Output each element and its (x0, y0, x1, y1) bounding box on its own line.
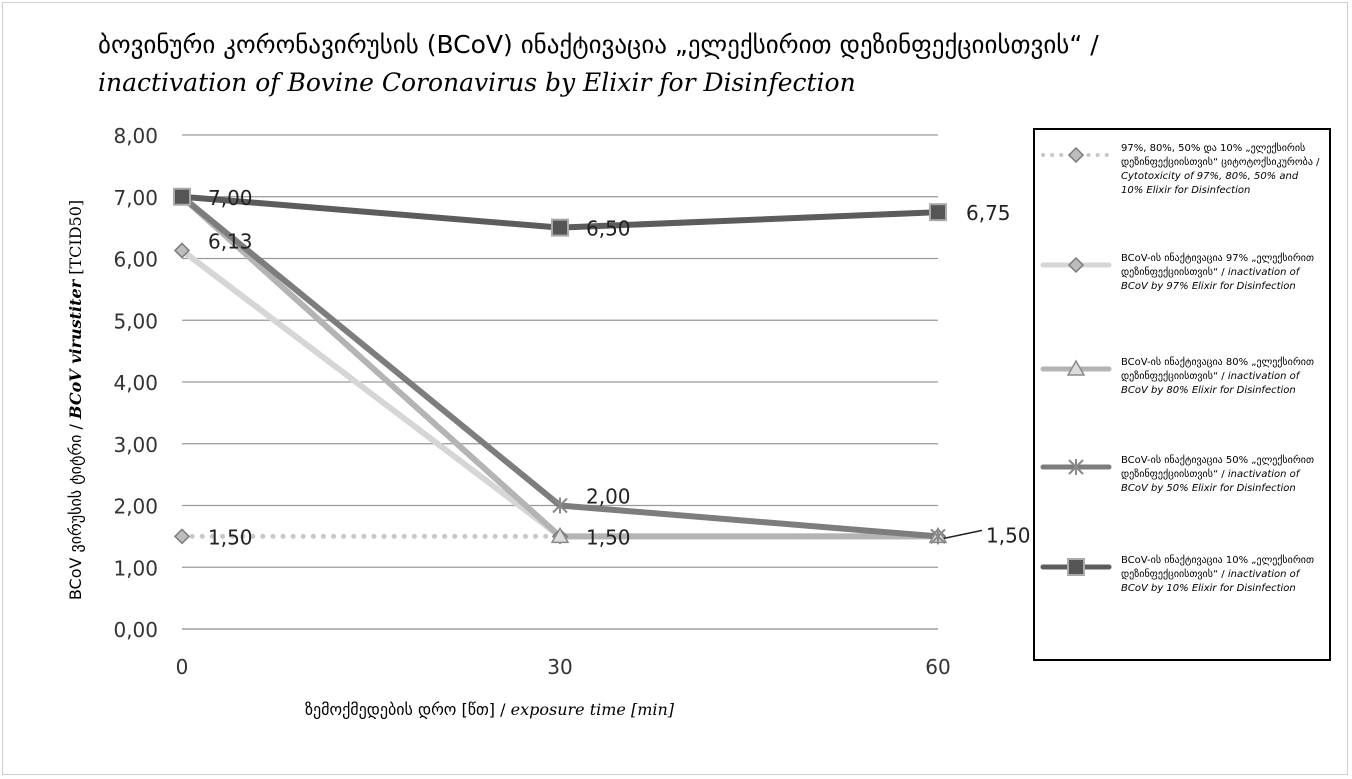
series-line (179, 247, 941, 540)
data-label: 1,50 (586, 525, 631, 549)
y-tick-label: 5,00 (113, 309, 158, 333)
x-axis-label: ზემოქმედების დრო [წთ] / exposure time [m… (305, 700, 674, 719)
series-line (179, 193, 941, 540)
data-point-marker (551, 218, 569, 237)
data-label-leader (943, 529, 983, 540)
legend-label-ka: BCoV-ის ინაქტივაცია 97% „ელექსირით დეზინ… (1121, 253, 1314, 278)
y-tick-label: 4,00 (113, 371, 158, 395)
data-point-marker (173, 242, 191, 259)
data-labels: 1,50 6,13 1,50 2,00 1,50 7,00 6,50 6,75 (208, 186, 1031, 550)
y-tick-label: 8,00 (113, 124, 158, 148)
data-point-marker (173, 528, 191, 545)
legend-symbol-50 (1040, 459, 1112, 475)
legend-marker (1067, 146, 1085, 164)
x-axis-label-italic: exposure time [min] (510, 700, 675, 719)
data-point-marker (552, 497, 568, 514)
data-point-marker (173, 187, 191, 206)
data-label: 6,50 (586, 217, 631, 241)
legend-marker (1067, 558, 1085, 576)
legend-symbol-cytotoxicity (1041, 146, 1111, 164)
data-label: 2,00 (586, 485, 631, 509)
y-axis-label: BCoV ვირუსის ტიტრი / BCoV virustiter [TC… (66, 200, 85, 600)
legend-label-en: Cytotoxicity of 97%, 80%, 50% and 10% El… (1121, 171, 1299, 196)
legend-label-ka: 97%, 80%, 50% და 10% „ელექსირის დეზინფექ… (1121, 143, 1320, 168)
data-point-marker (930, 528, 946, 545)
legend-marker (1067, 256, 1085, 274)
y-tick-labels: 0,00 1,00 2,00 3,00 4,00 5,00 6,00 7,00 8,00 (113, 124, 158, 642)
legend-symbol-80 (1040, 359, 1112, 376)
legend-marker (1068, 459, 1084, 475)
y-tick-label: 7,00 (113, 186, 158, 210)
x-tick-label: 30 (547, 655, 572, 679)
data-label: 1,50 (986, 523, 1031, 547)
legend-symbol-10 (1040, 558, 1112, 576)
y-tick-label: 0,00 (113, 618, 158, 642)
x-axis-label-main: ზემოქმედების დრო [წთ] / (305, 700, 511, 719)
data-point-marker (550, 526, 570, 544)
data-label: 6,75 (966, 201, 1011, 225)
legend-label-ka: BCoV-ის ინაქტივაცია 80% „ელექსირით დეზინ… (1121, 357, 1314, 382)
y-tick-label: 1,00 (113, 556, 158, 580)
data-label: 6,13 (208, 229, 253, 253)
legend-symbol-97 (1040, 256, 1112, 274)
legend-label-en: inactivation of BCoV by 10% Elixir for D… (1121, 569, 1300, 594)
legend-label-ka: BCoV-ის ინაქტივაცია 50% „ელექსირით დეზინ… (1121, 455, 1314, 480)
y-tick-label: 6,00 (113, 248, 158, 272)
chart-title-english: inactivation of Bovine Coronavirus by El… (98, 68, 856, 97)
data-label: 1,50 (208, 525, 253, 549)
chart-title-georgian: ბოვინური კორონავირუსის (BCoV) ინაქტივაცი… (98, 30, 1099, 59)
y-tick-label: 3,00 (113, 433, 158, 457)
gridlines (182, 134, 938, 630)
legend-label-en: inactivation of BCoV by 97% Elixir for D… (1121, 267, 1300, 292)
y-tick-label: 2,00 (113, 495, 158, 519)
y-axis-label-italic: BCoV virustiter (66, 279, 85, 419)
series-line (179, 193, 941, 540)
x-tick-label: 0 (176, 655, 189, 679)
legend-marker (1066, 359, 1086, 376)
data-point-marker (929, 203, 947, 222)
chart-legend: 97%, 80%, 50% და 10% „ელექსირის დეზინფექ… (1033, 128, 1331, 661)
y-axis-label-main: BCoV ვირუსის ტიტრი / (66, 418, 85, 601)
y-axis-label-unit: [TCID50] (66, 199, 85, 280)
data-label: 7,00 (208, 186, 253, 210)
series-lines (172, 187, 948, 545)
legend-label-en: inactivation of BCoV by 80% Elixir for D… (1121, 371, 1300, 396)
legend-label-en: inactivation of BCoV by 50% Elixir for D… (1121, 469, 1300, 494)
x-tick-label: 60 (925, 655, 950, 679)
x-tick-labels: 0 30 60 (176, 655, 951, 679)
legend-label-ka: BCoV-ის ინაქტივაცია 10% „ელექსირით დეზინ… (1121, 555, 1314, 580)
